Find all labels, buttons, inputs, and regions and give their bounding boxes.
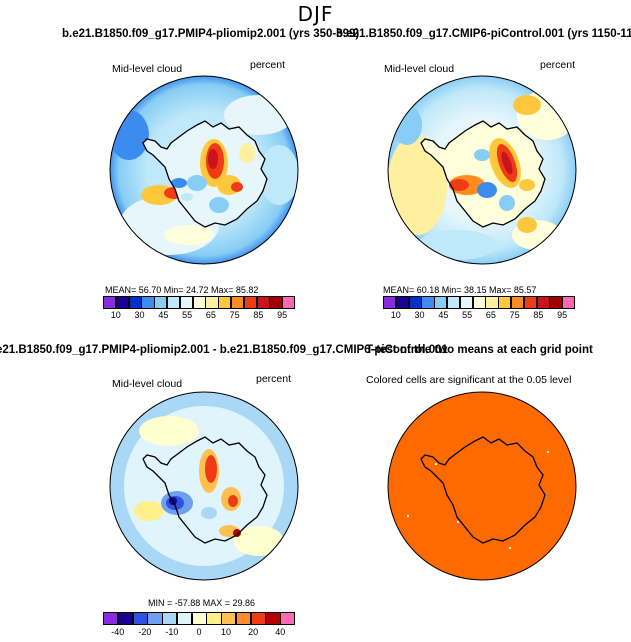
colorbar-picontrol [383,296,576,309]
case-title-left: b.e21.B1850.f09_g17.PMIP4-pliomip2.001 (… [62,28,360,40]
panel1-variable-label: Mid-level cloud [112,63,183,75]
case-title-right: b.e21.B1850.f09_g17.CMIP6-piControl.001 … [336,28,631,40]
colorbar-swatch [485,296,499,309]
colorbar-swatch [117,612,134,625]
colorbar-swatch [280,612,296,625]
colorbar-tick-label: 20 [248,627,259,637]
panel3-stats: MIN = -57.88 MAX = 29.86 [148,598,256,608]
colorbar-tick-label: 85 [533,310,544,320]
colorbar-swatch [434,296,448,309]
colorbar-swatch [206,612,222,625]
case-title-difference: e21.B1850.f09_g17.PMIP4-pliomip2.001 - b… [0,344,448,356]
colorbar-swatch [472,296,486,309]
significance-fill [388,392,576,580]
panel2-units-label: percent [540,59,576,71]
colorbar-tick-label: 75 [229,310,240,320]
colorbar-swatch [103,612,119,625]
colorbar-swatch [421,296,435,309]
colorbar-swatch [167,296,181,309]
colorbar-swatch [218,296,232,309]
colorbar-swatch [536,296,550,309]
colorbar-swatch [235,612,252,625]
colorbar-swatch [562,296,576,309]
colorbar-tick-label: -20 [138,627,152,637]
colorbar-swatch [250,612,266,625]
colorbar-tick-label: -40 [111,627,125,637]
colorbar-swatch [141,296,155,309]
colorbar-swatch [523,296,538,309]
colorbar-swatch [243,296,258,309]
colorbar-swatch [191,612,207,625]
colorbar-difference [103,612,296,625]
colorbar-tick-label: 0 [196,627,202,637]
colorbar-swatch [205,296,219,309]
colorbar-tick-label: 55 [182,310,193,320]
colorbar-swatch [256,296,270,309]
colorbar-tick-label: 55 [462,310,473,320]
colorbar-tick-label: 95 [557,310,568,320]
colorbar-tick-label: 30 [414,310,425,320]
colorbar-swatch [162,612,178,625]
map-picontrol-cloud [387,75,577,265]
colorbar-tick-label: -10 [165,627,179,637]
colorbar-swatch [147,612,163,625]
colorbar-tick-label: 45 [158,310,169,320]
colorbar-swatch [408,296,422,309]
colorbar-swatch [447,296,461,309]
colorbar-swatch [498,296,512,309]
colorbar-swatch [459,296,474,309]
colorbar-tick-label: 85 [253,310,264,320]
colorbar-tick-label: 10 [110,310,121,320]
colorbar-difference-labels: -40 -20 -10 0 10 20 40 [103,627,295,639]
colorbar-swatch [192,296,206,309]
colorbar-swatch [282,296,296,309]
colorbar-swatch [231,296,245,309]
colorbar-swatch [221,612,237,625]
colorbar-tick-label: 10 [390,310,401,320]
colorbar-tick-label: 65 [205,310,216,320]
colorbar-swatch [383,296,397,309]
panel1-stats: MEAN= 56.70 Min= 24.72 Max= 85.82 [105,285,259,295]
map-difference-cloud [109,391,299,581]
panel4-note: Colored cells are significant at the 0.0… [366,374,572,386]
colorbar-pliomip [103,296,296,309]
colorbar-pliomip-labels: 10 30 45 55 65 75 85 95 [103,310,295,322]
case-title-ttest: T-test of the two means at each grid poi… [366,344,593,356]
colorbar-tick-label: 10 [221,627,232,637]
map-ttest-significance [387,391,577,581]
colorbar-swatch [179,296,194,309]
colorbar-swatch [269,296,283,309]
colorbar-tick-label: 45 [438,310,449,320]
colorbar-tick-label: 40 [275,627,286,637]
colorbar-swatch [265,612,281,625]
colorbar-swatch [549,296,563,309]
panel1-units-label: percent [250,59,286,71]
colorbar-swatch [395,296,410,309]
colorbar-tick-label: 95 [277,310,288,320]
colorbar-swatch [176,612,193,625]
colorbar-swatch [103,296,117,309]
panel3-variable-label: Mid-level cloud [112,378,183,390]
colorbar-swatch [154,296,168,309]
colorbar-tick-label: 75 [509,310,520,320]
colorbar-tick-label: 65 [485,310,496,320]
panel2-stats: MEAN= 60.18 Min= 38.15 Max= 85.57 [383,285,537,295]
colorbar-swatch [511,296,525,309]
colorbar-picontrol-labels: 10 30 45 55 65 75 85 95 [383,310,575,322]
panel3-units-label: percent [256,373,292,385]
colorbar-tick-label: 30 [134,310,145,320]
colorbar-swatch [128,296,142,309]
map-pliomip-cloud [109,75,299,265]
figure-season-title: DJF [297,2,334,26]
colorbar-swatch [115,296,130,309]
colorbar-swatch [132,612,148,625]
panel2-variable-label: Mid-level cloud [384,63,455,75]
